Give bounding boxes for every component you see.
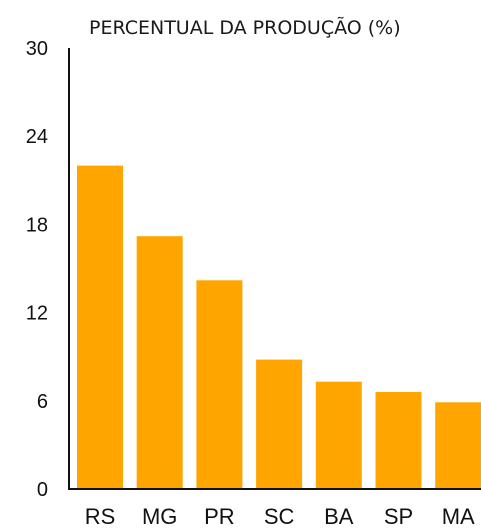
bar-mg (136, 236, 183, 489)
x-tick-label: MG (142, 504, 177, 529)
x-tick-label: BA (324, 504, 354, 529)
y-axis-ticks: 0 6 12 18 24 30 (26, 38, 48, 501)
x-tick-label: SP (384, 504, 413, 529)
bar-rs (77, 165, 123, 489)
y-tick-label: 24 (26, 126, 48, 148)
bar-pr (196, 280, 243, 489)
x-tick-label: RS (85, 504, 116, 529)
bar-ba (315, 381, 362, 489)
x-axis-ticks: RS MG PR SC BA SP MA (85, 504, 475, 529)
chart-title: PERCENTUAL DA PRODUÇÃO (%) (89, 16, 401, 39)
y-tick-label: 18 (26, 214, 48, 236)
y-tick-label: 0 (37, 479, 48, 501)
bar-series (77, 165, 481, 489)
y-tick-label: 12 (26, 303, 48, 325)
x-tick-label: PR (204, 504, 235, 529)
bar-sp (375, 392, 422, 489)
bar-ma (435, 402, 481, 489)
x-tick-label: SC (264, 504, 295, 529)
y-tick-label: 6 (37, 391, 48, 413)
bar-sc (256, 359, 303, 489)
y-tick-label: 30 (26, 38, 48, 60)
x-tick-label: MA (442, 504, 475, 529)
